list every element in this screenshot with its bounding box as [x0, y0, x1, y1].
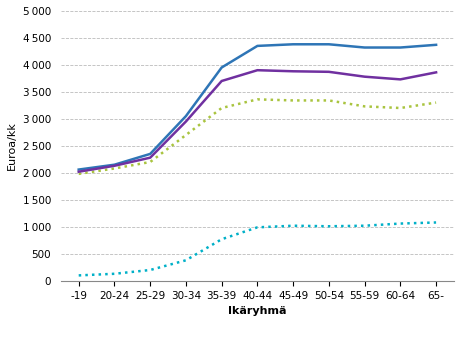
Ero miehet-naiset	[76, 273, 81, 278]
Ero miehet-naiset	[397, 221, 403, 226]
YHTEENSÄ	[255, 68, 260, 72]
Miehet	[147, 152, 153, 156]
Y-axis label: Euroa/kk: Euroa/kk	[7, 121, 17, 170]
Ero miehet-naiset	[326, 224, 332, 229]
Miehet	[362, 45, 367, 50]
Miehet	[183, 114, 189, 118]
Naiset	[326, 98, 332, 103]
Naiset	[219, 106, 225, 110]
YHTEENSÄ	[219, 79, 225, 83]
Ero miehet-naiset	[147, 268, 153, 272]
Naiset	[362, 104, 367, 109]
YHTEENSÄ	[112, 163, 117, 168]
Line: Ero miehet-naiset: Ero miehet-naiset	[79, 222, 436, 275]
Miehet	[290, 42, 296, 46]
Miehet	[397, 45, 403, 50]
YHTEENSÄ	[433, 70, 439, 75]
Naiset	[433, 100, 439, 105]
Ero miehet-naiset	[219, 237, 225, 242]
Miehet	[326, 42, 332, 46]
YHTEENSÄ	[362, 75, 367, 79]
Naiset	[76, 172, 81, 176]
YHTEENSÄ	[76, 170, 81, 174]
Naiset	[147, 160, 153, 164]
YHTEENSÄ	[326, 70, 332, 74]
YHTEENSÄ	[290, 69, 296, 73]
Line: YHTEENSÄ: YHTEENSÄ	[79, 70, 436, 172]
Ero miehet-naiset	[362, 224, 367, 228]
X-axis label: Ikäryhmä: Ikäryhmä	[228, 306, 286, 316]
Line: Naiset: Naiset	[79, 99, 436, 174]
Ero miehet-naiset	[112, 272, 117, 276]
Ero miehet-naiset	[290, 224, 296, 228]
Miehet	[433, 43, 439, 47]
Miehet	[255, 44, 260, 48]
Ero miehet-naiset	[183, 258, 189, 262]
Naiset	[397, 106, 403, 110]
YHTEENSÄ	[397, 77, 403, 81]
Naiset	[183, 133, 189, 137]
Miehet	[76, 167, 81, 172]
Ero miehet-naiset	[255, 225, 260, 230]
Miehet	[219, 66, 225, 70]
YHTEENSÄ	[183, 120, 189, 124]
Line: Miehet: Miehet	[79, 44, 436, 170]
Naiset	[112, 166, 117, 171]
YHTEENSÄ	[147, 156, 153, 160]
Naiset	[290, 98, 296, 103]
Naiset	[255, 97, 260, 102]
Ero miehet-naiset	[433, 220, 439, 225]
Miehet	[112, 163, 117, 167]
